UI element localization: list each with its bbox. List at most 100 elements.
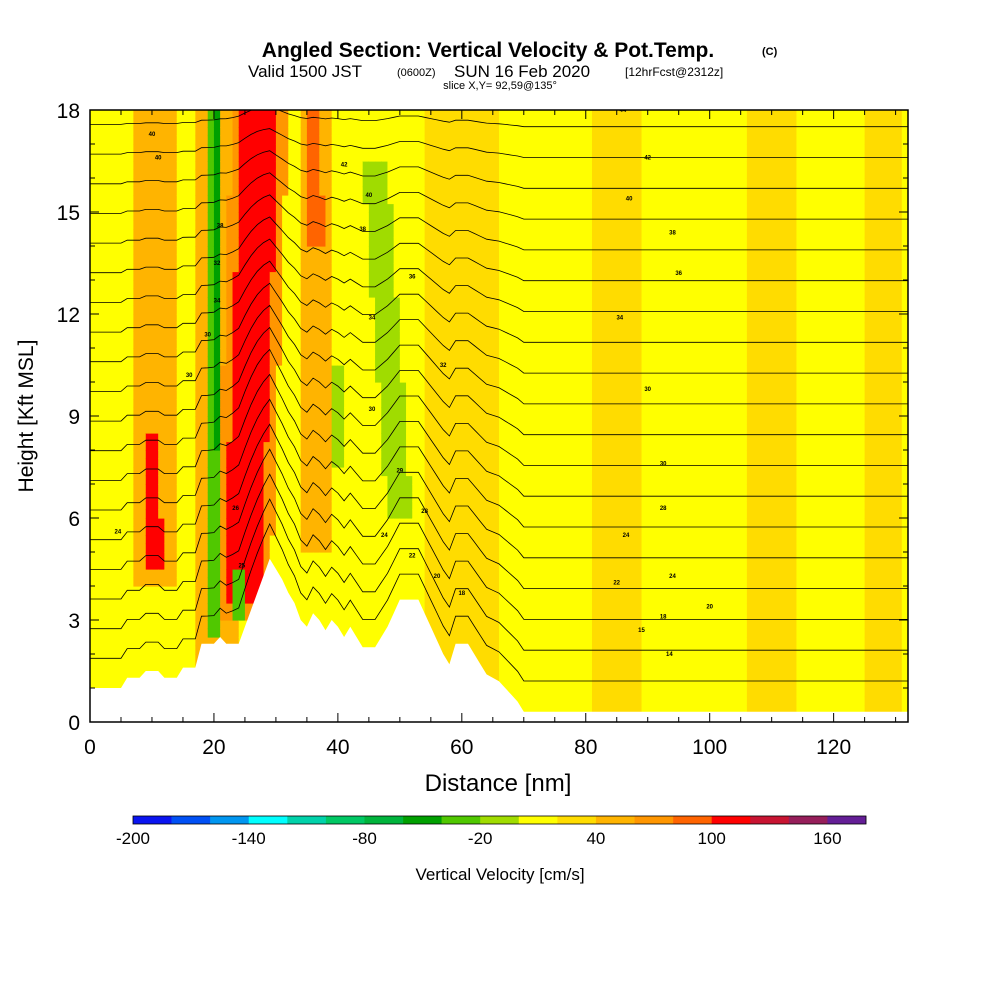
velocity-cell [133,535,141,545]
velocity-cell [511,407,519,417]
velocity-cell [133,467,141,477]
velocity-cell [319,543,327,553]
velocity-cell [176,492,184,502]
velocity-cell [468,433,475,443]
velocity-cell [182,237,190,247]
velocity-cell [399,135,407,145]
velocity-cell [257,526,265,536]
velocity-cell [133,229,141,239]
velocity-cell [238,339,246,349]
velocity-cell [406,127,413,137]
velocity-cell [381,356,389,366]
velocity-cell [505,467,512,477]
velocity-cell [201,433,209,443]
velocity-cell [226,178,234,188]
velocity-cell [139,152,147,162]
velocity-cell [387,348,395,358]
velocity-cell [244,390,252,400]
velocity-cell [430,594,438,604]
velocity-cell [319,195,327,205]
velocity-cell [486,399,494,409]
velocity-cell [238,246,246,256]
velocity-cell [437,195,444,205]
velocity-cell [517,620,525,630]
velocity-cell [139,569,147,579]
velocity-cell [319,611,327,621]
velocity-cell [443,509,451,519]
velocity-cell [368,314,376,324]
velocity-cell [356,450,364,460]
velocity-cell [176,152,184,162]
velocity-cell [344,254,351,264]
velocity-cell [505,220,512,230]
velocity-cell [325,195,333,205]
velocity-cell [257,127,265,137]
velocity-cell [151,611,159,621]
velocity-cell [108,611,116,621]
velocity-cell [275,322,283,332]
velocity-cell [145,526,153,536]
velocity-cell [511,220,519,230]
velocity-cell [176,229,184,239]
velocity-cell [492,203,500,213]
velocity-cell [257,416,265,426]
velocity-cell [108,441,116,451]
velocity-cell [158,407,165,417]
velocity-cell [319,186,327,196]
velocity-cell [468,288,475,298]
velocity-cell [387,552,395,562]
velocity-cell [505,263,512,273]
velocity-cell [356,271,364,281]
velocity-cell [244,195,252,205]
velocity-cell [412,280,420,290]
velocity-cell [282,577,289,587]
velocity-cell [337,620,345,630]
velocity-cell [368,611,376,621]
velocity-cell [499,441,506,451]
velocity-cell [151,475,159,485]
velocity-cell [263,509,271,519]
velocity-cell [381,288,389,298]
velocity-cell [368,433,376,443]
velocity-cell [455,543,463,553]
velocity-cell [213,263,221,273]
velocity-cell [505,203,512,213]
velocity-cell [455,348,463,358]
velocity-cell [102,645,110,655]
velocity-cell [189,161,196,171]
velocity-cell [344,246,351,256]
velocity-cell [269,535,277,545]
velocity-cell [269,237,277,247]
velocity-cell [145,169,153,179]
velocity-cell [399,186,407,196]
velocity-cell [306,467,314,477]
velocity-cell [139,212,147,222]
velocity-cell [114,467,122,477]
velocity-cell [226,382,234,392]
velocity-cell [306,144,314,154]
velocity-cell [182,441,190,451]
velocity-cell [344,518,351,528]
velocity-cell [195,577,203,587]
velocity-cell [102,339,110,349]
velocity-cell [275,416,283,426]
velocity-cell [238,203,246,213]
velocity-cell [461,620,469,630]
velocity-cell [306,254,314,264]
velocity-cell [275,229,283,239]
velocity-cell [158,152,165,162]
velocity-cell [399,382,407,392]
velocity-cell [368,407,376,417]
velocity-cell [375,450,382,460]
velocity-cell [220,509,227,519]
velocity-cell [424,322,432,332]
velocity-cell [294,484,302,494]
velocity-cell [201,110,209,120]
velocity-cell [511,305,519,315]
velocity-cell [300,356,308,366]
velocity-cell [213,331,221,341]
velocity-cell [182,433,190,443]
velocity-cell [350,254,358,264]
velocity-cell [164,509,172,519]
velocity-cell [449,407,457,417]
